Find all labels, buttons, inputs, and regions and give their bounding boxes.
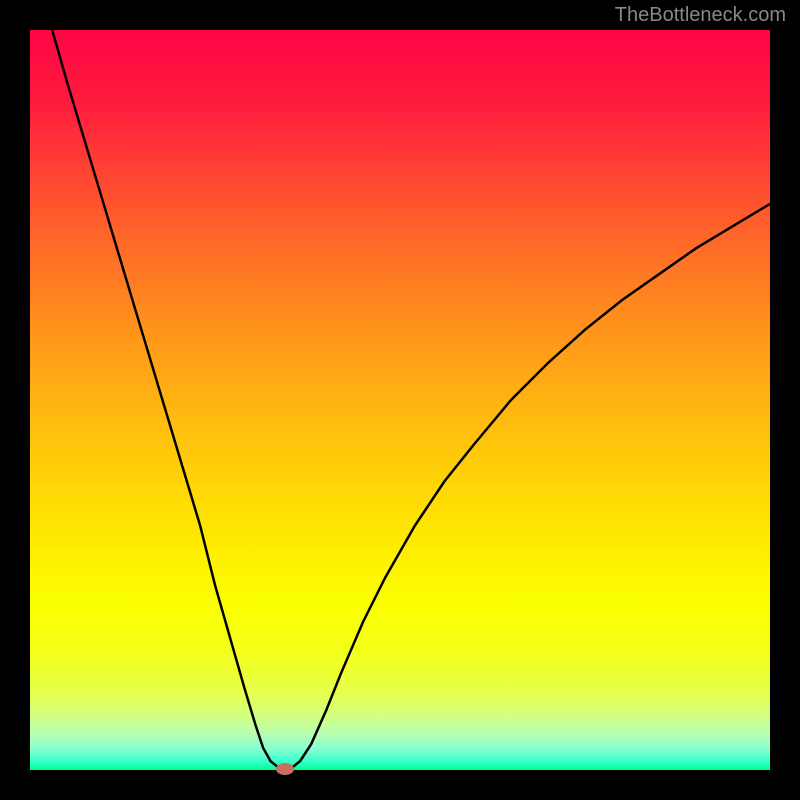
bottleneck-curve [30, 30, 770, 770]
optimum-marker [276, 763, 294, 775]
plot-area [30, 30, 770, 770]
watermark-text: TheBottleneck.com [615, 4, 786, 27]
